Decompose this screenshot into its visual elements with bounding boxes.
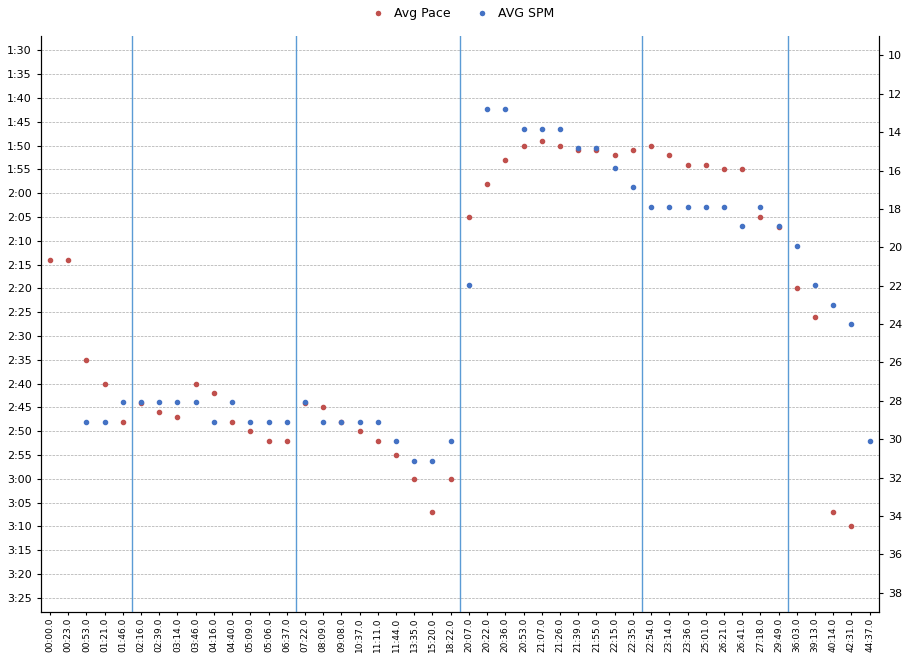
Point — [753, 202, 767, 212]
Point — [316, 402, 331, 413]
Point — [571, 143, 585, 154]
Point — [261, 436, 275, 446]
Point — [753, 212, 767, 222]
Point — [225, 416, 239, 427]
Point — [170, 397, 185, 407]
Point — [444, 473, 458, 484]
Point — [79, 416, 94, 427]
Point — [534, 136, 549, 146]
Point — [115, 416, 130, 427]
Point — [662, 150, 676, 160]
Point — [790, 283, 804, 294]
Point — [134, 397, 148, 408]
Point — [808, 312, 823, 322]
Point — [298, 397, 313, 407]
Point — [298, 397, 313, 408]
Point — [571, 145, 585, 156]
Point — [371, 436, 385, 446]
Point — [680, 159, 694, 170]
Point — [188, 397, 203, 407]
Point — [243, 426, 257, 436]
Point — [644, 140, 658, 151]
Point — [279, 436, 294, 446]
Point — [43, 254, 57, 265]
Point — [407, 455, 422, 466]
Point — [97, 378, 112, 389]
Point — [553, 140, 567, 151]
Point — [261, 416, 275, 427]
Point — [826, 299, 841, 310]
Point — [516, 123, 531, 134]
Legend: Avg Pace, AVG SPM: Avg Pace, AVG SPM — [360, 2, 559, 25]
Point — [371, 416, 385, 427]
Point — [462, 280, 476, 291]
Point — [607, 163, 622, 173]
Point — [589, 143, 604, 154]
Point — [498, 155, 513, 165]
Point — [589, 145, 604, 156]
Point — [808, 280, 823, 291]
Point — [734, 164, 749, 175]
Point — [188, 378, 203, 389]
Point — [662, 202, 676, 212]
Point — [61, 254, 75, 265]
Point — [644, 202, 658, 212]
Point — [152, 397, 166, 407]
Point — [498, 104, 513, 115]
Point — [716, 164, 731, 175]
Point — [444, 436, 458, 447]
Point — [625, 182, 640, 192]
Point — [553, 123, 567, 134]
Point — [607, 150, 622, 160]
Point — [772, 221, 786, 232]
Point — [134, 397, 148, 407]
Point — [206, 416, 221, 427]
Point — [772, 221, 786, 232]
Point — [716, 202, 731, 212]
Point — [353, 426, 367, 436]
Point — [206, 388, 221, 399]
Point — [407, 473, 422, 484]
Point — [353, 416, 367, 427]
Point — [389, 449, 404, 460]
Point — [698, 159, 713, 170]
Point — [97, 416, 112, 427]
Point — [680, 202, 694, 212]
Point — [389, 436, 404, 447]
Point — [316, 416, 331, 427]
Point — [534, 123, 549, 134]
Point — [734, 221, 749, 232]
Point — [863, 436, 877, 447]
Point — [698, 202, 713, 212]
Point — [826, 507, 841, 517]
Point — [881, 455, 895, 466]
Point — [225, 397, 239, 407]
Point — [790, 241, 804, 251]
Point — [115, 397, 130, 407]
Point — [844, 319, 859, 330]
Point — [152, 407, 166, 417]
Point — [170, 412, 185, 422]
Point — [516, 140, 531, 151]
Point — [243, 416, 257, 427]
Point — [279, 416, 294, 427]
Point — [425, 455, 440, 466]
Point — [425, 507, 440, 517]
Point — [480, 179, 494, 189]
Point — [79, 355, 94, 365]
Point — [335, 416, 349, 427]
Point — [335, 416, 349, 427]
Point — [844, 521, 859, 532]
Point — [625, 145, 640, 156]
Point — [480, 104, 494, 115]
Point — [462, 212, 476, 222]
